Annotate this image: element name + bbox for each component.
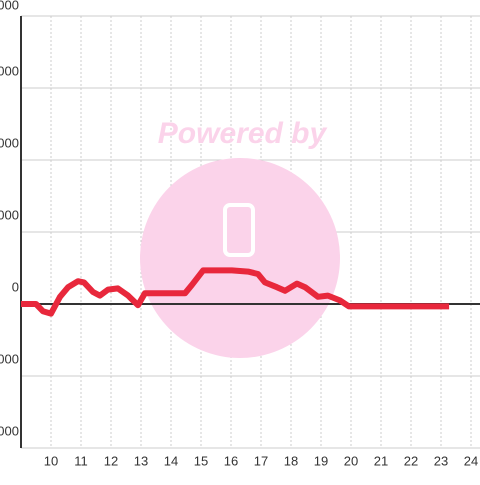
- y-tick-label: 6,000: [0, 135, 19, 150]
- x-tick-label: 11: [74, 453, 88, 468]
- y-tick-label: -6,000: [0, 423, 19, 438]
- y-tick-label: 12,000: [0, 0, 19, 12]
- x-tick-label: 13: [134, 453, 148, 468]
- x-tick-label: 15: [194, 453, 208, 468]
- y-tick-label: 3,000: [0, 207, 19, 222]
- watermark-circle: [140, 158, 340, 358]
- x-tick-label: 22: [404, 453, 418, 468]
- watermark-text: Powered by: [158, 117, 328, 150]
- y-tick-label: 0: [12, 279, 19, 294]
- y-tick-label: -3,000: [0, 351, 19, 366]
- x-tick-label: 16: [224, 453, 238, 468]
- y-tick-label: 9,000: [0, 63, 19, 78]
- x-tick-label: 21: [374, 453, 388, 468]
- x-tick-label: 12: [104, 453, 118, 468]
- x-tick-label: 24: [464, 453, 478, 468]
- x-tick-label: 19: [314, 453, 328, 468]
- watermark-icon: [223, 203, 255, 257]
- x-tick-label: 20: [344, 453, 358, 468]
- line-series: [21, 267, 450, 317]
- x-tick-label: 14: [164, 453, 178, 468]
- x-tick-label: 23: [434, 453, 448, 468]
- x-tick-label: 17: [254, 453, 268, 468]
- x-tick-label: 18: [284, 453, 298, 468]
- x-tick-label: 10: [44, 453, 58, 468]
